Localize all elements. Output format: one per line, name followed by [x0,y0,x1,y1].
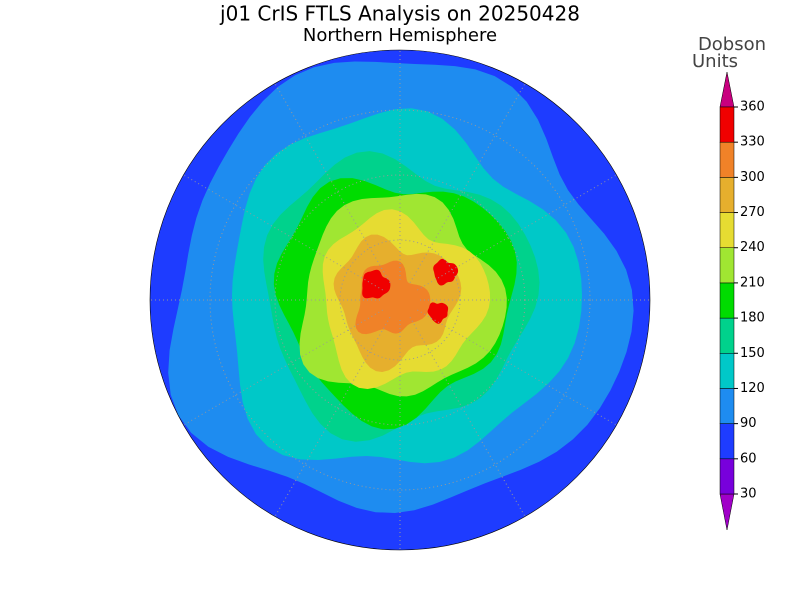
ozone-maximum [427,302,449,324]
colorbar-tick-label: 60 [740,451,757,466]
ozone-maximum [362,269,391,299]
colorbar-tick-label: 180 [740,311,765,326]
colorbar-label: Dobson [698,34,766,55]
colorbar-tick-label: 270 [740,205,765,220]
colorbar-tick-label: 360 [740,100,765,115]
colorbar-tick-label: 150 [740,346,765,361]
colorbar-bin [719,212,735,248]
parallel [339,239,461,361]
parallel [209,109,591,491]
colorbar: 30 60 90 120 150 180 210 240 270 300 330 360 [719,71,765,531]
ozone-map [150,50,650,550]
map-outline [149,49,651,551]
colorbar-bin [719,282,735,319]
map-subtitle: Northern Hemisphere [303,25,497,46]
colorbar-tick-label: 120 [740,381,765,396]
colorbar-tick-label: 30 [740,487,757,502]
colorbar-tick-label: 210 [740,275,765,290]
colorbar-bin [719,388,735,424]
colorbar-bin [719,458,735,495]
ozone-maximum [433,258,459,286]
map-title: j01 CrIS FTLS Analysis on 20250428 [219,2,580,26]
colorbar-label: Units [692,51,738,72]
colorbar-tick-label: 240 [740,240,765,255]
colorbar-bin [719,106,735,143]
colorbar-bin [719,247,735,284]
colorbar-bin [719,353,735,389]
colorbar-bin [719,317,735,354]
colorbar-bin [719,141,735,178]
colorbar-bin [719,177,735,213]
parallel [274,174,526,426]
colorbar-tick-label: 300 [740,170,765,185]
colorbar-tick-label: 330 [740,135,765,150]
colorbar-tick-label: 90 [740,416,757,431]
colorbar-bin [719,423,735,460]
